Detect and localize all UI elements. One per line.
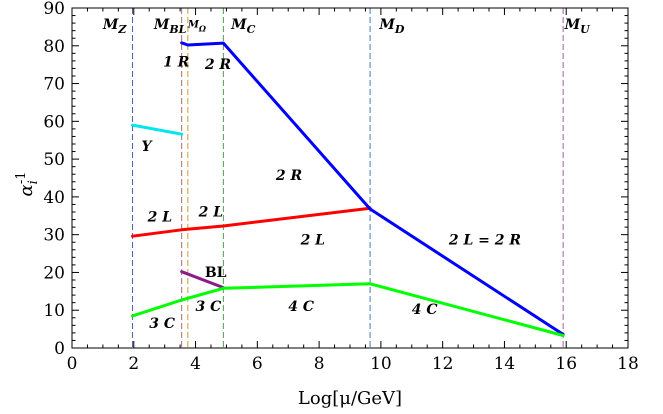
x-tick-label: 6 [252,354,263,374]
x-tick-label: 10 [370,354,392,374]
scale-lines [132,8,564,348]
annotation-md: MD [378,17,405,36]
annotation-c3a: 3 C [149,316,175,332]
annotation-l2c: 2 L [300,232,326,248]
annotation-bl: BL [205,265,227,281]
annotation-l2b: 2 L [198,205,224,221]
y-tick-label: 70 [43,75,65,95]
y-axis-title: αi-1 [14,172,41,197]
annotation-l2r2: 2 L = 2 R [448,232,521,248]
series-line-3 [180,270,225,290]
annotation-r2b: 2 R [275,168,302,184]
annotation-r2: 2 R [204,57,231,73]
x-tick-label: 4 [190,354,201,374]
annotation-mc: MC [230,17,256,36]
y-tick-label: 30 [43,226,65,246]
x-tick-label: 12 [432,354,454,374]
y-tick-label: 60 [43,112,65,132]
y-tick-label: 20 [43,263,65,283]
plot-frame [71,7,629,349]
x-axis-title: Log[μ/GeV] [298,388,402,409]
x-tick-label: 14 [494,354,516,374]
x-tick-label: 2 [128,354,139,374]
x-tick-label: 0 [67,354,78,374]
series-line-1 [131,206,372,238]
series-line-4 [131,282,565,337]
annotation-mz: MZ [102,17,128,36]
annotation-l2a: 2 L [147,209,173,225]
y-tick-label: 0 [54,339,65,359]
annotation-c4a: 4 C [288,299,314,315]
annotation-mu: MU [564,17,592,36]
annotation-c4b: 4 C [412,302,438,318]
annotation-r1: 1 R [163,55,189,71]
coupling-curves [131,41,565,337]
annotation-y: Y [142,139,154,155]
series-line-2 [180,41,565,336]
x-tick-label: 16 [555,354,577,374]
axis-ticks: 0 2 4 6 8 10 12 14 16 18 0 10 20 30 40 50 60 70 80 90 [43,0,638,374]
x-tick-label: 18 [617,354,639,374]
y-tick-label: 90 [43,0,65,19]
x-tick-label: 8 [314,354,325,374]
annotation-c3b: 3 C [196,299,222,315]
y-tick-label: 80 [43,37,65,57]
annotation-momega: MΩ [187,20,207,34]
y-tick-label: 10 [43,301,65,321]
y-tick-label: 50 [43,150,65,170]
y-tick-label: 40 [43,188,65,208]
series-line-0 [131,123,184,136]
